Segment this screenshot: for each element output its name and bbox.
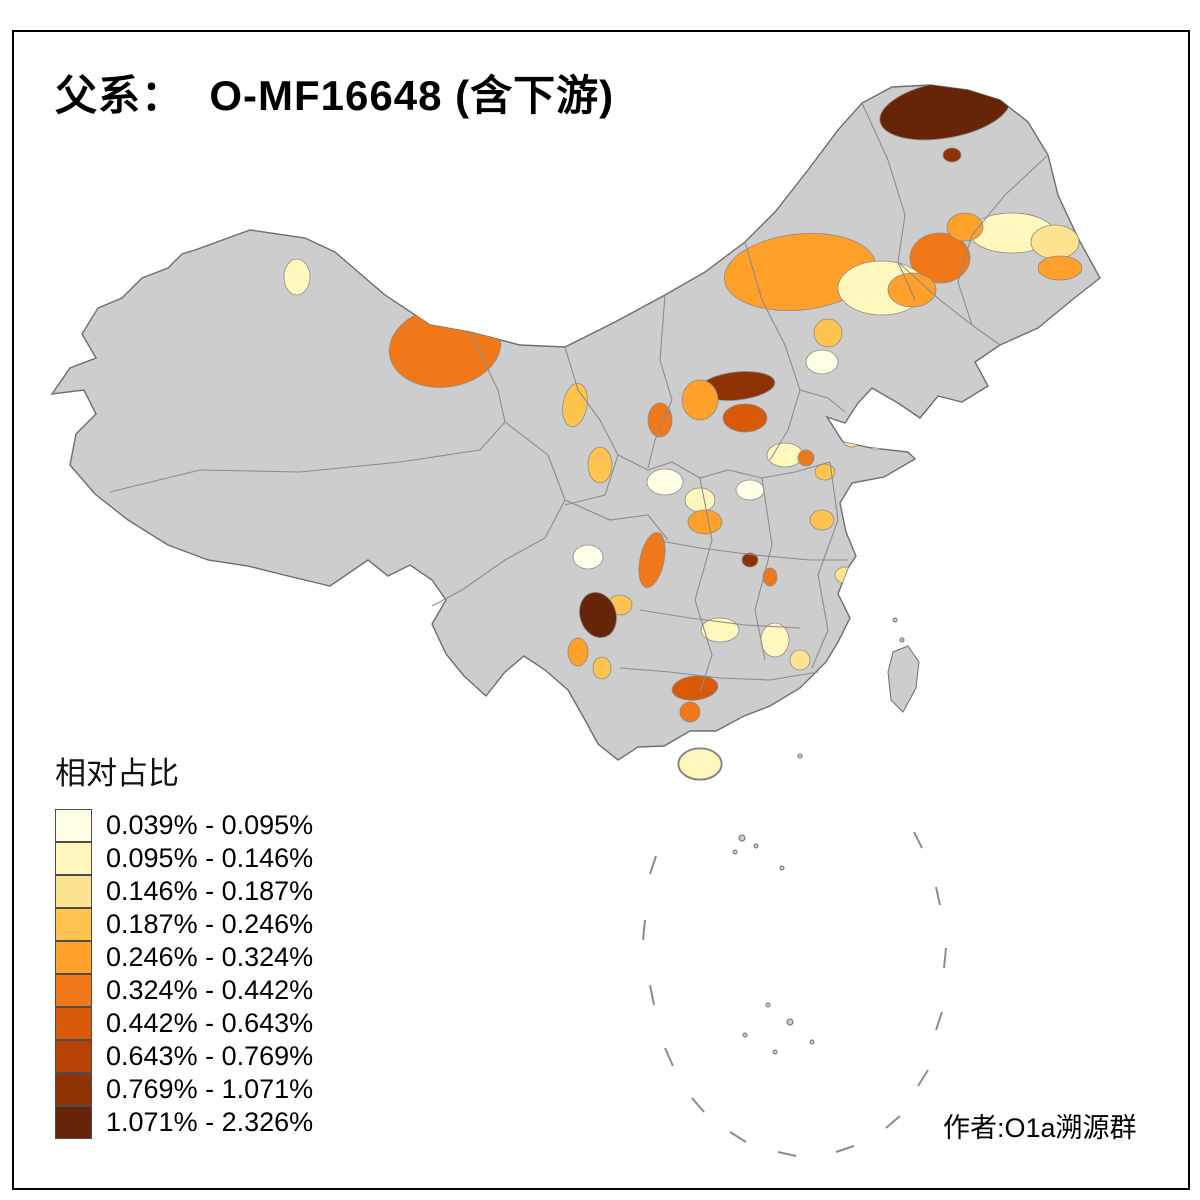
map-region — [700, 617, 740, 643]
legend-label: 0.769% - 1.071% — [106, 1074, 314, 1104]
map-region — [946, 212, 984, 242]
legend-swatch — [55, 1039, 92, 1073]
map-region — [587, 446, 613, 484]
map-region — [834, 566, 856, 584]
legend-label: 0.246% - 0.324% — [106, 942, 314, 972]
legend-swatch — [55, 907, 92, 941]
sea-islands — [732, 617, 905, 1055]
map-region — [579, 592, 617, 638]
map-region — [805, 349, 839, 375]
map-region — [638, 532, 666, 588]
legend-label: 0.187% - 0.246% — [106, 909, 314, 939]
legend: 相对占比 0.039% - 0.095% 0.095% - 0.146% 0.146… — [55, 748, 313, 1139]
map-region — [866, 423, 888, 451]
legend-swatch — [55, 808, 92, 842]
legend-item: 0.039% - 0.095% — [55, 808, 314, 842]
map-region — [735, 479, 765, 501]
map-region — [813, 318, 843, 348]
map-region — [762, 567, 778, 587]
map-region — [592, 656, 612, 680]
map-region — [646, 468, 684, 496]
legend-item: 0.769% - 1.071% — [55, 1072, 314, 1106]
map-region — [909, 232, 971, 284]
legend-label: 0.095% - 0.146% — [106, 843, 314, 873]
legend-swatch — [55, 874, 92, 908]
credit: 作者:O1a溯源群 — [943, 1113, 1137, 1143]
map-region — [942, 147, 962, 163]
map-region — [572, 544, 604, 570]
map-region — [647, 402, 673, 438]
legend-swatch — [55, 973, 92, 1007]
legend-item: 0.324% - 0.442% — [55, 973, 314, 1007]
map-region — [567, 637, 589, 667]
taiwan-island — [887, 645, 920, 713]
legend-item: 0.187% - 0.246% — [55, 907, 314, 941]
map-region — [760, 622, 790, 658]
map-region — [809, 509, 835, 531]
legend-label: 1.071% - 2.326% — [106, 1107, 314, 1137]
map-region — [679, 701, 701, 723]
map-region — [841, 426, 863, 448]
legend-item: 0.442% - 0.643% — [55, 1006, 314, 1040]
map-region — [839, 670, 857, 690]
map-region — [887, 272, 937, 308]
map-region — [869, 544, 891, 562]
map-region — [681, 379, 719, 421]
province-borders — [109, 102, 1049, 693]
legend-swatch — [55, 841, 92, 875]
legend-item: 0.246% - 0.324% — [55, 940, 314, 974]
legend-item: 0.095% - 0.146% — [55, 841, 314, 875]
map-region — [789, 649, 811, 671]
legend-item: 0.146% - 0.187% — [55, 874, 314, 908]
legend-item: 0.643% - 0.769% — [55, 1039, 314, 1073]
map-title: 父系： O-MF16648 (含下游) — [55, 72, 615, 119]
legend-label: 0.442% - 0.643% — [106, 1008, 314, 1038]
map-region — [678, 748, 722, 780]
legend-label: 0.146% - 0.187% — [106, 876, 314, 906]
legend-swatch — [55, 1006, 92, 1040]
map-region — [1037, 255, 1083, 281]
map-region — [891, 517, 909, 539]
map-region — [741, 552, 759, 568]
legend-swatch — [55, 1072, 92, 1106]
legend-title: 相对占比 — [55, 756, 179, 791]
legend-label: 0.039% - 0.095% — [106, 810, 314, 840]
legend-items: 0.039% - 0.095% 0.095% - 0.146% 0.146% - 0… — [55, 808, 314, 1139]
legend-item: 1.071% - 2.326% — [55, 1105, 314, 1139]
nine-dash-line — [642, 831, 947, 1157]
map-region — [684, 487, 716, 513]
map-region — [722, 403, 768, 433]
map-region — [797, 449, 815, 467]
legend-swatch — [55, 940, 92, 974]
map-region — [671, 675, 719, 701]
map-region — [1030, 224, 1080, 260]
map-region — [283, 258, 311, 296]
map-region — [851, 645, 869, 671]
map-region — [851, 587, 881, 613]
legend-swatch — [55, 1105, 92, 1139]
legend-label: 0.324% - 0.442% — [106, 975, 314, 1005]
legend-label: 0.643% - 0.769% — [106, 1041, 314, 1071]
map-region — [687, 509, 723, 535]
